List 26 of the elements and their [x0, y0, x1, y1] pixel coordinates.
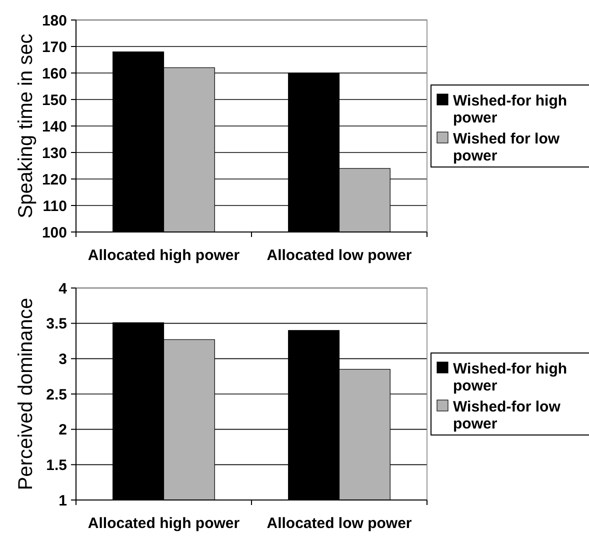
y-tick-label: 160	[42, 65, 67, 82]
y-tick-label: 170	[42, 38, 67, 56]
y-tick-label: 2.5	[46, 386, 67, 404]
y-tick-label: 130	[42, 144, 67, 162]
x-tick-label: Allocated high power	[88, 247, 240, 264]
x-tick-label: Allocated low power	[266, 247, 412, 264]
y-axis-title: Perceived dominance	[15, 298, 37, 490]
y-tick-label: 180	[42, 12, 67, 30]
x-tick-label: Allocated low power	[266, 515, 412, 532]
y-tick-label: 110	[42, 198, 67, 215]
y-tick-label: 100	[42, 224, 67, 242]
y-tick-label: 1	[58, 492, 67, 510]
y-tick-label: 3.5	[46, 316, 67, 333]
y-axis-title: Speaking time in sec	[15, 34, 37, 218]
legend-label: Wished-for high power	[453, 92, 568, 126]
y-tick-label: 120	[42, 171, 67, 188]
y-tick-label: 150	[42, 92, 67, 109]
y-tick-label: 3	[58, 350, 67, 368]
y-tick-label: 4	[58, 280, 68, 298]
legend-label: Wished-for high power	[453, 360, 568, 394]
y-tick-label: 140	[42, 118, 67, 136]
y-tick-label: 2	[58, 422, 67, 439]
legend-label: Wished for low power	[453, 130, 560, 164]
y-tick-label: 1.5	[46, 456, 67, 474]
legend-label: Wished-for low power	[453, 398, 561, 432]
x-tick-label: Allocated high power	[88, 515, 240, 532]
